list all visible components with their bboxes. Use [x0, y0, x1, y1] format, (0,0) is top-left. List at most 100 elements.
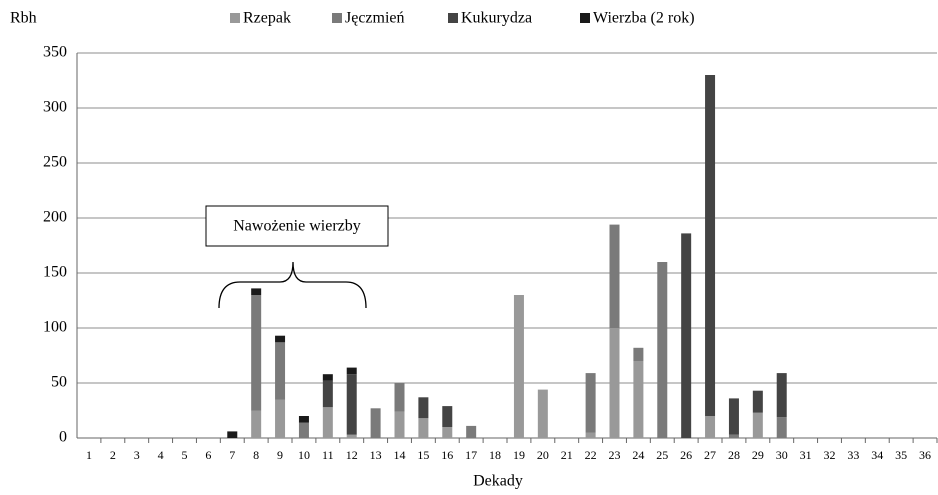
y-tick-label: 100 — [43, 319, 67, 336]
bar-segment — [585, 432, 596, 438]
x-tick-label: 13 — [370, 448, 382, 462]
legend-label: Kukurydza — [461, 10, 532, 27]
bar-segment — [752, 412, 763, 438]
x-tick-label: 21 — [561, 448, 573, 462]
bar-segment — [346, 434, 357, 438]
brace — [218, 261, 367, 309]
x-tick-label: 6 — [205, 448, 211, 462]
y-tick-label: 350 — [43, 44, 67, 61]
bar-segment — [251, 410, 262, 438]
bar-segment — [275, 342, 286, 400]
x-tick-label: 17 — [465, 448, 477, 462]
legend-swatch — [580, 13, 590, 23]
x-tick-label: 2 — [110, 448, 116, 462]
x-tick-label: 10 — [298, 448, 310, 462]
y-tick-label: 300 — [43, 99, 67, 116]
x-tick-label: 11 — [322, 448, 334, 462]
bar-segment — [298, 416, 309, 423]
x-tick-label: 14 — [394, 448, 406, 462]
x-tick-label: 18 — [489, 448, 501, 462]
legend-swatch — [230, 13, 240, 23]
x-tick-label: 9 — [277, 448, 283, 462]
x-tick-label: 8 — [253, 448, 259, 462]
bar-segment — [275, 399, 286, 438]
bar-segment — [681, 233, 692, 438]
x-tick-label: 12 — [346, 448, 358, 462]
x-tick-label: 30 — [776, 448, 788, 462]
x-tick-label: 26 — [680, 448, 692, 462]
bar-segment — [466, 425, 477, 438]
y-tick-label: 250 — [43, 154, 67, 171]
x-tick-label: 23 — [609, 448, 621, 462]
x-tick-label: 27 — [704, 448, 716, 462]
bar-segment — [442, 406, 453, 427]
legend-swatch — [448, 13, 458, 23]
y-tick-label: 150 — [43, 264, 67, 281]
x-tick-label: 29 — [752, 448, 764, 462]
x-tick-label: 24 — [632, 448, 644, 462]
bar-segment — [322, 407, 333, 438]
bar-segment — [251, 295, 262, 411]
bar-segment — [370, 408, 381, 438]
bar-segment — [609, 328, 620, 438]
x-tick-label: 5 — [182, 448, 188, 462]
x-tick-label: 32 — [824, 448, 836, 462]
legend-label: Jęczmień — [345, 10, 405, 27]
x-tick-label: 28 — [728, 448, 740, 462]
legend-label: Rzepak — [243, 10, 291, 27]
x-tick-label: 7 — [229, 448, 235, 462]
bar-segment — [585, 373, 596, 433]
x-tick-label: 1 — [86, 448, 92, 462]
x-tick-label: 34 — [871, 448, 883, 462]
x-tick-label: 31 — [800, 448, 812, 462]
x-tick-label: 15 — [417, 448, 429, 462]
bar-segment — [657, 262, 668, 438]
bar-segment — [752, 390, 763, 413]
bar-segment — [322, 380, 333, 408]
bar-segment — [227, 431, 238, 438]
annotation-box — [205, 205, 389, 247]
x-axis-label: Dekady — [473, 473, 523, 490]
legend-label: Wierzba (2 rok) — [593, 10, 695, 27]
bar-segment — [705, 416, 716, 438]
x-tick-label: 33 — [847, 448, 859, 462]
x-tick-label: 19 — [513, 448, 525, 462]
x-tick-label: 4 — [158, 448, 164, 462]
y-tick-label: 0 — [59, 429, 67, 446]
bar-segment — [776, 373, 787, 418]
bar-segment — [633, 347, 644, 361]
bar-segment — [346, 374, 357, 435]
bar-segment — [251, 288, 262, 295]
annotation: Nawożenie wierzby — [205, 205, 389, 309]
y-axis-label: Rbh — [10, 10, 37, 27]
x-tick-label: 36 — [919, 448, 931, 462]
y-tick-label: 50 — [51, 374, 67, 391]
bar-segment — [346, 367, 357, 375]
bar-segment — [442, 427, 453, 438]
bar-segment — [298, 422, 309, 438]
bar-segment — [275, 335, 286, 343]
bar-segment — [513, 295, 524, 438]
bar-segment — [418, 418, 429, 438]
bar-segment — [633, 361, 644, 438]
bar-segment — [537, 389, 548, 438]
bar-segment — [728, 434, 739, 438]
x-tick-label: 16 — [441, 448, 453, 462]
annotation-text: Nawożenie wierzby — [233, 218, 361, 235]
y-tick-label: 200 — [43, 209, 67, 226]
legend-swatch — [332, 13, 342, 23]
bar-segment — [394, 411, 405, 438]
bar-segment — [418, 397, 429, 419]
x-tick-label: 22 — [585, 448, 597, 462]
bar-segment — [609, 224, 620, 328]
bar-segment — [728, 398, 739, 435]
x-tick-label: 20 — [537, 448, 549, 462]
x-tick-label: 35 — [895, 448, 907, 462]
bar-segment — [322, 374, 333, 381]
bar-segment — [705, 75, 716, 416]
bar-segment — [776, 417, 787, 438]
x-tick-label: 3 — [134, 448, 140, 462]
x-tick-label: 25 — [656, 448, 668, 462]
bar-segment — [394, 383, 405, 412]
